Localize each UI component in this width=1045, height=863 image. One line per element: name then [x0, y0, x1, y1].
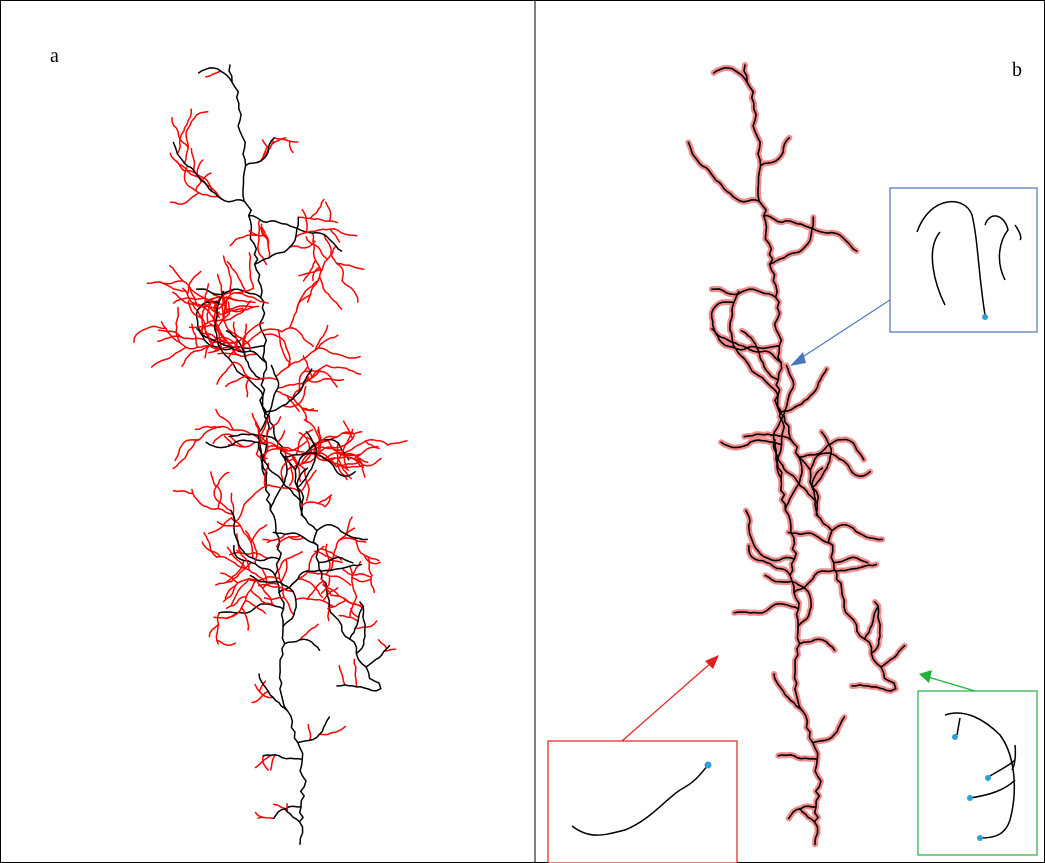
inset-point: [705, 762, 712, 769]
inset-box: [890, 188, 1037, 332]
inset-box: [918, 691, 1037, 855]
inset-box: [548, 741, 737, 863]
inset-point: [952, 734, 958, 740]
inset-point: [977, 835, 983, 841]
panel-label: b: [1012, 59, 1022, 81]
stream: [305, 371, 321, 372]
frame: [1, 1, 1045, 863]
inset-point: [985, 775, 991, 781]
inset-point: [982, 314, 988, 320]
page: a b (() => { const data = JSON.parse(doc…: [0, 0, 1045, 863]
inset-green: [918, 670, 1037, 855]
inset-point: [967, 795, 973, 801]
panel-label: a: [50, 45, 59, 67]
figure: a b: [0, 0, 1045, 863]
